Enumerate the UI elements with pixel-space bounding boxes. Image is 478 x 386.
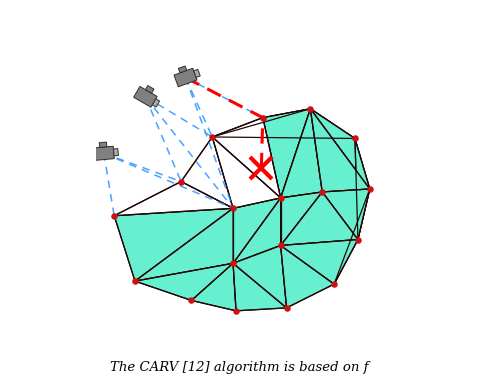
Polygon shape	[281, 239, 358, 284]
Polygon shape	[134, 86, 157, 107]
Polygon shape	[135, 208, 233, 281]
Polygon shape	[194, 69, 200, 78]
Polygon shape	[135, 263, 233, 300]
Polygon shape	[181, 137, 233, 208]
Point	[318, 189, 326, 195]
Polygon shape	[334, 189, 370, 284]
Polygon shape	[322, 189, 370, 239]
Polygon shape	[192, 263, 236, 311]
Point	[110, 213, 118, 219]
Point	[259, 115, 267, 121]
Polygon shape	[281, 109, 322, 198]
Polygon shape	[233, 198, 281, 263]
Point	[177, 178, 185, 185]
Point	[232, 308, 240, 314]
Polygon shape	[114, 181, 233, 216]
Polygon shape	[310, 109, 370, 189]
Polygon shape	[145, 86, 154, 93]
Polygon shape	[281, 245, 334, 308]
Point	[354, 236, 362, 243]
Polygon shape	[174, 68, 197, 87]
Point	[229, 260, 237, 266]
Polygon shape	[93, 146, 114, 161]
Polygon shape	[212, 137, 281, 208]
Point	[208, 134, 216, 140]
Polygon shape	[310, 109, 370, 192]
Polygon shape	[281, 192, 358, 245]
Polygon shape	[114, 208, 233, 281]
Point	[351, 135, 359, 142]
Point	[283, 305, 291, 311]
Polygon shape	[233, 198, 281, 263]
Polygon shape	[263, 109, 310, 198]
Point	[330, 281, 338, 287]
Polygon shape	[281, 192, 322, 245]
Point	[131, 278, 139, 284]
Point	[229, 205, 237, 212]
Point	[188, 297, 196, 303]
Point	[277, 195, 284, 201]
Point	[277, 242, 284, 249]
Polygon shape	[212, 109, 310, 137]
Polygon shape	[212, 118, 281, 198]
Polygon shape	[99, 142, 107, 147]
Text: The CARV [12] algorithm is based on f: The CARV [12] algorithm is based on f	[110, 361, 368, 374]
Polygon shape	[152, 99, 160, 107]
Polygon shape	[233, 263, 287, 311]
Polygon shape	[212, 109, 355, 139]
Polygon shape	[355, 139, 370, 239]
Polygon shape	[113, 149, 119, 156]
Point	[306, 106, 314, 112]
Polygon shape	[233, 245, 287, 308]
Polygon shape	[178, 66, 187, 73]
Point	[366, 186, 374, 192]
